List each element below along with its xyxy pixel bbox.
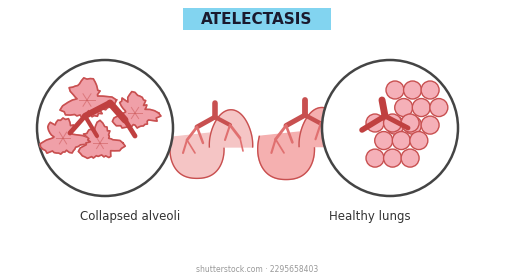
Polygon shape	[170, 132, 224, 178]
Polygon shape	[299, 108, 344, 146]
Circle shape	[401, 114, 419, 132]
Circle shape	[403, 81, 421, 99]
Circle shape	[383, 149, 401, 167]
FancyBboxPatch shape	[183, 8, 331, 30]
Circle shape	[421, 116, 439, 134]
Text: shutterstock.com · 2295658403: shutterstock.com · 2295658403	[196, 265, 318, 274]
Circle shape	[37, 60, 173, 196]
Circle shape	[421, 81, 439, 99]
Circle shape	[392, 132, 410, 150]
Polygon shape	[78, 120, 125, 158]
Circle shape	[386, 81, 404, 99]
Circle shape	[410, 132, 428, 150]
Polygon shape	[113, 92, 161, 128]
Text: Healthy lungs: Healthy lungs	[329, 210, 411, 223]
Circle shape	[383, 114, 401, 132]
Polygon shape	[209, 110, 253, 147]
Circle shape	[366, 114, 384, 132]
Circle shape	[430, 99, 448, 116]
Text: Collapsed alveoli: Collapsed alveoli	[80, 210, 180, 223]
Circle shape	[401, 149, 419, 167]
Circle shape	[375, 132, 393, 150]
Circle shape	[386, 116, 404, 134]
Polygon shape	[40, 118, 90, 154]
Circle shape	[412, 99, 430, 116]
Text: ATELECTASIS: ATELECTASIS	[201, 11, 313, 27]
Circle shape	[366, 149, 384, 167]
Circle shape	[322, 60, 458, 196]
Circle shape	[403, 116, 421, 134]
Polygon shape	[258, 131, 315, 179]
Circle shape	[395, 99, 413, 116]
Polygon shape	[60, 78, 117, 117]
